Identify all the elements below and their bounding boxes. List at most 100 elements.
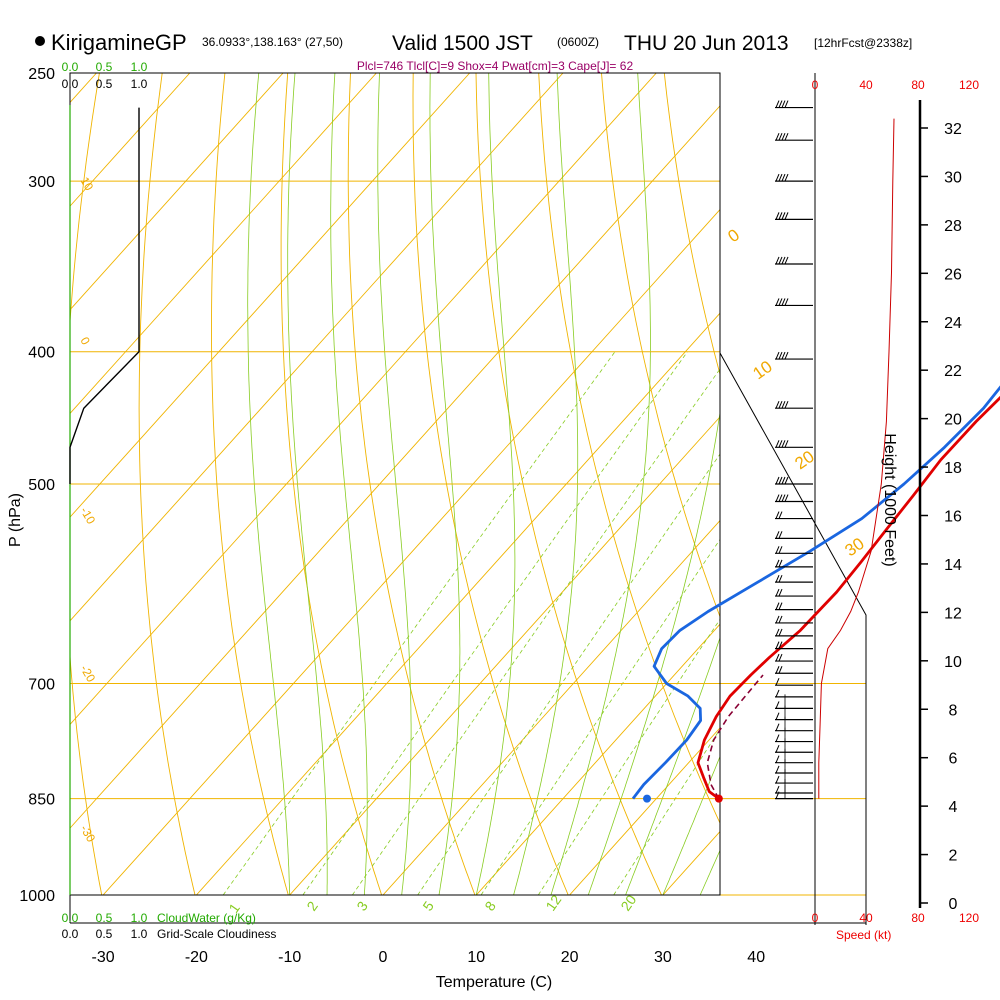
wind-barb-feather	[775, 653, 780, 662]
wind-barb	[775, 705, 813, 721]
moist-adiabat-line	[287, 73, 328, 895]
forecast-info: [12hrFcst@2338z]	[814, 36, 912, 50]
wind-barb-feather	[781, 351, 786, 360]
wind-barb	[775, 641, 813, 650]
wind-barb	[775, 653, 813, 662]
wind-barb	[775, 758, 813, 774]
wind-barb-feather	[775, 628, 780, 637]
wind-barb-feather	[775, 476, 780, 485]
wind-barb-feather	[775, 494, 780, 502]
wind-barb	[775, 689, 813, 698]
wind-barb	[775, 133, 813, 141]
wind-barb	[775, 738, 813, 753]
wind-barb-feather	[781, 173, 786, 182]
wind-barb-feather	[775, 712, 780, 720]
wind-barb-feather	[784, 173, 789, 182]
wind-barb-feather	[778, 588, 783, 597]
dry-adiabat-label: 0	[77, 335, 93, 348]
wind-barb-feather	[775, 256, 780, 265]
height-tick-label: 10	[944, 654, 962, 671]
wind-barb	[775, 476, 813, 485]
moist-adiabat-line	[662, 755, 720, 895]
wind-barb-feather	[775, 765, 780, 774]
height-tick-label: 18	[944, 460, 962, 477]
wind-barb-feather	[775, 775, 780, 784]
mixing-ratio-line	[537, 618, 720, 895]
stability-indices: Plcl=746 Tlcl[C]=9 Shox=4 Pwat[cm]=3 Cap…	[357, 59, 634, 73]
wind-barb	[775, 100, 813, 109]
station-name: KirigamineGP	[51, 30, 187, 55]
wind-barb	[775, 401, 813, 409]
cloudwater-tick-bottom: 0.5	[96, 911, 113, 925]
isotherm-line	[382, 519, 720, 895]
wind-barb-feather	[775, 734, 780, 742]
moist-adiabat-line	[429, 73, 461, 895]
wind-barb	[775, 748, 813, 764]
wind-barb	[775, 212, 813, 220]
wind-barb-feather	[775, 574, 780, 583]
height-tick-label: 4	[949, 799, 958, 816]
height-tick-label: 32	[944, 121, 962, 138]
wind-barb-feather	[778, 351, 783, 360]
wind-barb-feather	[778, 100, 783, 108]
wind-barb-feather	[781, 133, 786, 141]
moist-adiabat-line	[699, 849, 720, 895]
wind-barb-feather	[775, 351, 780, 360]
wind-barb-feather	[781, 494, 786, 502]
wind-barb-feather	[778, 602, 783, 610]
wind-barb-feather	[775, 298, 780, 306]
cloudwater-tick-bottom: 0.0	[62, 911, 79, 925]
x-tick-label: -30	[92, 949, 115, 966]
wind-barb-feather	[778, 531, 783, 539]
wind-barb-feather	[778, 666, 783, 674]
height-tick-label: 0	[949, 896, 958, 913]
wind-barb-feather	[781, 476, 786, 485]
dewpoint-profile-line	[631, 385, 1000, 800]
dry-adiabat-line	[138, 73, 196, 895]
dry-adiabat-line	[727, 73, 1000, 895]
height-tick-label: 24	[944, 315, 962, 332]
wind-barb-feather	[778, 546, 783, 554]
wind-barb-feather	[778, 440, 783, 448]
valid-date: THU 20 Jun 2013	[624, 32, 789, 55]
wind-barb-feather	[778, 628, 783, 637]
wind-barb-feather	[784, 100, 789, 108]
wind-barb-feather	[775, 689, 780, 698]
mixing-ratio-label: 5	[419, 898, 437, 914]
station-coords: 36.0933°,138.163° (27,50)	[202, 35, 343, 49]
wind-barb-feather	[781, 298, 786, 306]
wind-panel-boundary	[719, 352, 867, 925]
height-tick-label: 26	[944, 266, 962, 283]
wind-barb-feather	[784, 494, 789, 502]
wind-barb-feather	[781, 100, 786, 108]
cloudiness-tick-top: 0.5	[96, 77, 113, 91]
x-tick-label: 30	[654, 949, 672, 966]
wind-barb-feather	[775, 723, 780, 731]
dry-adiabat-line	[538, 73, 720, 825]
height-tick-label: 22	[944, 363, 962, 380]
valid-time: Valid 1500 JST	[392, 32, 533, 55]
isotherm-line	[70, 73, 377, 415]
wind-barb	[775, 173, 813, 182]
height-tick-label: 20	[944, 412, 962, 429]
wind-barb-feather	[775, 678, 780, 686]
isotherm-line	[943, 73, 1000, 895]
mixing-ratio-line	[222, 351, 616, 895]
wind-barb-feather	[778, 615, 783, 624]
temperature-profile-line	[696, 395, 1000, 800]
speed-tick-bottom: 0	[812, 911, 819, 925]
cloudwater-axis-title: CloudWater (g/Kg)	[157, 911, 256, 925]
wind-barb-feather	[781, 401, 786, 409]
wind-barb-feather	[775, 133, 780, 141]
x-tick-label: 20	[561, 949, 579, 966]
x-tick-label: -20	[185, 949, 208, 966]
x-tick-label: 10	[467, 949, 485, 966]
wind-barb	[775, 615, 813, 624]
wind-barb-feather	[778, 559, 783, 568]
speed-tick-top: 120	[959, 78, 979, 92]
wind-barb	[775, 716, 813, 732]
parcel-profile-line	[706, 674, 764, 799]
dry-adiabat-line	[663, 73, 720, 376]
wind-barb-feather	[778, 256, 783, 265]
